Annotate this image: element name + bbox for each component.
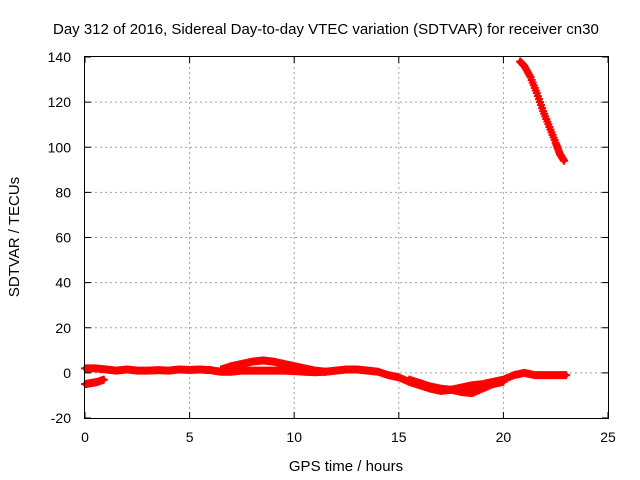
- y-tick-label: 60: [55, 230, 71, 246]
- x-tick-label: 5: [186, 429, 194, 445]
- data-series: [81, 375, 108, 389]
- y-tick-label: 40: [55, 275, 71, 291]
- data-point-marker: [562, 371, 571, 380]
- y-tick-labels: -20 0 20 40 60 80 100 120 140: [48, 49, 72, 426]
- series-layer: [81, 57, 571, 398]
- x-tick-label: 25: [600, 429, 616, 445]
- x-tick-label: 20: [496, 429, 512, 445]
- y-tick-label: 140: [48, 49, 72, 65]
- data-point-marker: [560, 156, 569, 165]
- grid: [85, 57, 608, 418]
- chart-title: Day 312 of 2016, Sidereal Day-to-day VTE…: [53, 21, 599, 38]
- plot-frame: [84, 56, 609, 419]
- y-tick-label: 0: [63, 365, 71, 381]
- data-point-marker: [321, 367, 330, 376]
- data-point-marker: [99, 375, 108, 384]
- data-series: [516, 57, 569, 165]
- data-series: [405, 375, 508, 398]
- data-series: [216, 356, 330, 376]
- x-tick-label: 10: [286, 429, 302, 445]
- y-tick-label: 80: [55, 184, 71, 200]
- x-tick-label: 0: [81, 429, 89, 445]
- y-axis-title: SDTVAR / TECUs: [6, 177, 23, 297]
- y-tick-label: 120: [48, 94, 72, 110]
- tick-marks: [84, 56, 609, 419]
- data-point-marker: [499, 377, 508, 386]
- y-tick-label: 100: [48, 139, 72, 155]
- y-tick-label: 20: [55, 320, 71, 336]
- x-tick-labels: 0 5 10 15 20 25: [81, 429, 616, 445]
- y-tick-label: -20: [51, 410, 71, 426]
- x-tick-label: 15: [391, 429, 407, 445]
- x-axis-title: GPS time / hours: [289, 458, 403, 475]
